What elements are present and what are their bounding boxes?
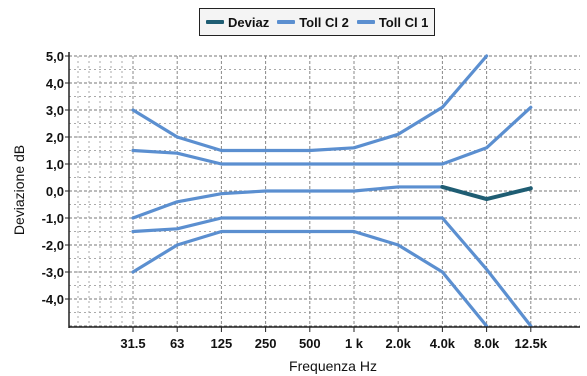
y-tick-label: 2,0 [46, 130, 64, 145]
legend-label-toll-cl-2: Toll Cl 2 [299, 14, 349, 30]
y-tick-label: -4,0 [42, 292, 64, 307]
y-tick-label: 5,0 [46, 49, 64, 64]
y-tick-label: -2,0 [42, 238, 64, 253]
series-line-toll-cl-1 [131, 216, 533, 328]
x-tick-label: 8.0k [474, 336, 500, 351]
x-tick-label: 500 [299, 336, 321, 351]
legend-swatch-toll-cl-2 [277, 20, 296, 24]
y-tick-label: -3,0 [42, 265, 64, 280]
legend-item-deviaz: Deviaz [206, 15, 269, 30]
series-lines [131, 54, 533, 328]
x-tick-label: 12.5k [515, 336, 548, 351]
legend-item-toll-cl-1: Toll Cl 1 [356, 14, 429, 30]
axes: 5,0 4,0 3,0 2,0 1,0 0,0 -1,0 -2,0 -3,0 -4,0 31.5 63… [42, 49, 580, 351]
x-tick-label: 250 [255, 336, 277, 351]
series-line-toll-cl-1 [131, 105, 533, 166]
x-tick-label: 125 [211, 336, 233, 351]
y-tick-label: 1,0 [46, 157, 64, 172]
y-axis-title: Deviazione dB [11, 145, 27, 235]
x-tick-label: 2.0k [386, 336, 412, 351]
series-line-toll-cl-1 [131, 185, 444, 220]
series-line-deviaz [440, 184, 533, 202]
y-tick-label: 4,0 [46, 76, 64, 91]
series-line-toll-cl-2 [131, 229, 489, 328]
legend-label-deviaz: Deviaz [228, 14, 270, 30]
x-tick-label: 31.5 [120, 336, 145, 351]
legend-swatch-toll-cl-1 [356, 20, 375, 24]
x-tick-label: 4.0k [430, 336, 456, 351]
legend-label-toll-cl-1: Toll Cl 1 [378, 14, 429, 30]
chart-legend: Deviaz Toll Cl 2 Toll Cl 1 [199, 8, 436, 36]
series-line-toll-cl-2 [131, 54, 489, 153]
legend-swatch-deviaz [206, 20, 224, 24]
y-tick-label: -1,0 [42, 211, 64, 226]
x-axis-title: Frequenza Hz [289, 358, 377, 374]
x-tick-label: 63 [170, 336, 184, 351]
x-tick-label: 1 k [345, 336, 364, 351]
y-tick-label: 0,0 [46, 184, 64, 199]
legend-item-toll-cl-2: Toll Cl 2 [277, 15, 349, 30]
y-tick-label: 3,0 [46, 103, 64, 118]
